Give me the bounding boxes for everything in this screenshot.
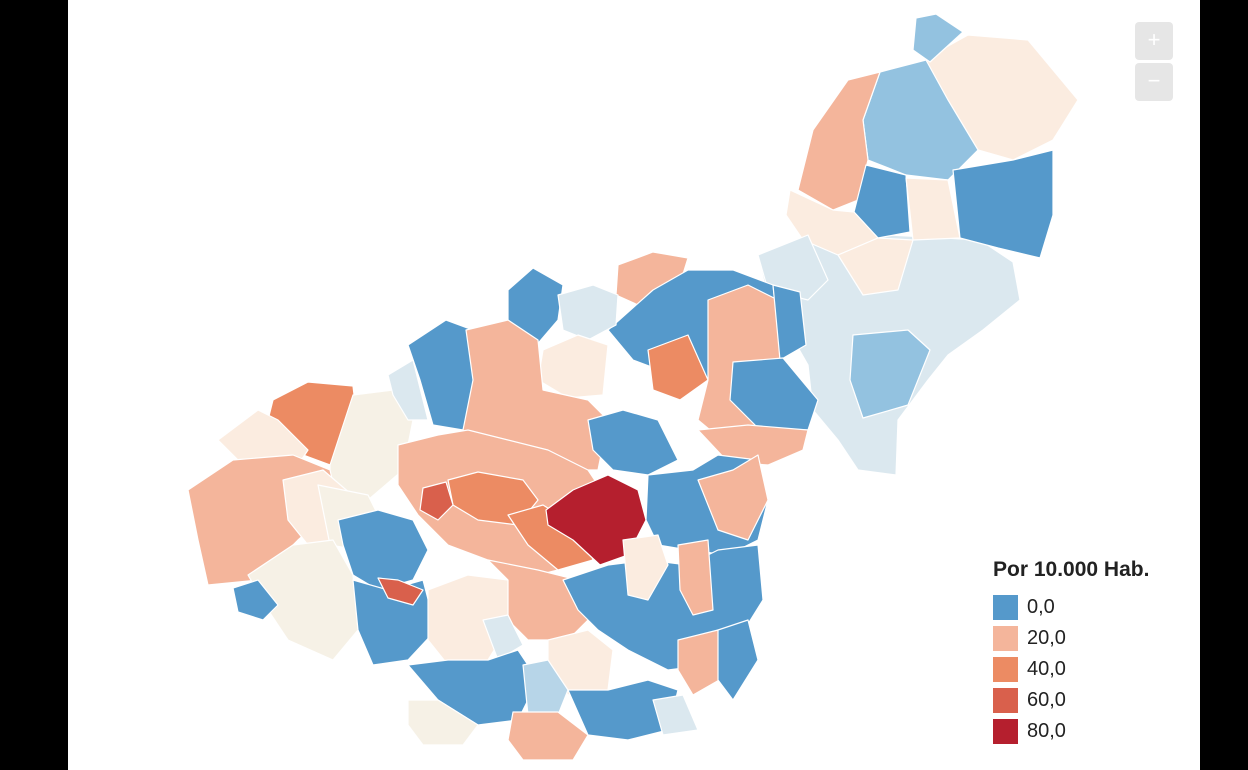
legend-swatch xyxy=(993,595,1018,620)
legend-items: 0,0 20,0 40,0 60,0 80,0 xyxy=(993,592,1149,747)
region-sw-red[interactable] xyxy=(377,577,424,606)
region-ne-blue-a[interactable] xyxy=(853,164,911,239)
legend-label: 0,0 xyxy=(1027,596,1055,618)
legend-label: 20,0 xyxy=(1027,627,1066,649)
region-nw-pale[interactable] xyxy=(557,284,619,341)
region-south-blue-d[interactable] xyxy=(717,619,759,701)
legend-swatch xyxy=(993,688,1018,713)
legend-label: 80,0 xyxy=(1027,720,1066,742)
region-sw-pale-b[interactable] xyxy=(482,614,524,661)
legend-row: 80,0 xyxy=(993,716,1149,747)
region-central-salmon-c[interactable] xyxy=(697,454,769,541)
region-south-salmon-b[interactable] xyxy=(507,711,589,761)
map-panel[interactable]: + − Por 10.000 Hab. 0,0 20,0 40,0 60,0 80,0 xyxy=(68,0,1200,770)
legend-swatch xyxy=(993,657,1018,682)
region-ne-salmon[interactable] xyxy=(797,71,881,211)
region-north-blue-b[interactable] xyxy=(772,284,807,361)
region-nw-cream[interactable] xyxy=(537,334,609,399)
legend-label: 60,0 xyxy=(1027,689,1066,711)
region-south-salmon-c[interactable] xyxy=(677,629,729,696)
region-ne-cream-b[interactable] xyxy=(905,177,961,241)
region-south-pale[interactable] xyxy=(407,699,479,746)
zoom-in-button[interactable]: + xyxy=(1135,22,1173,60)
region-sw-blue[interactable] xyxy=(337,509,429,591)
region-south-salmon[interactable] xyxy=(677,539,714,616)
legend-row: 0,0 xyxy=(993,592,1149,623)
zoom-out-button[interactable]: − xyxy=(1135,63,1173,101)
legend-label: 40,0 xyxy=(1027,658,1066,680)
region-central-orange-b[interactable] xyxy=(507,504,594,571)
legend-swatch xyxy=(993,626,1018,651)
region-north-orange[interactable] xyxy=(647,334,709,401)
legend-row: 20,0 xyxy=(993,623,1149,654)
choropleth-map[interactable] xyxy=(68,0,1200,770)
legend-swatch xyxy=(993,719,1018,744)
legend-row: 60,0 xyxy=(993,685,1149,716)
region-central-blue-a[interactable] xyxy=(587,409,679,476)
region-south-pale-b[interactable] xyxy=(652,694,699,736)
region-south-cream[interactable] xyxy=(622,534,669,601)
region-sw-blue-b[interactable] xyxy=(232,579,279,621)
region-ne-blue-b[interactable] xyxy=(952,149,1054,259)
map-legend: Por 10.000 Hab. 0,0 20,0 40,0 60,0 80,0 xyxy=(993,558,1149,747)
legend-title: Por 10.000 Hab. xyxy=(993,558,1150,581)
region-east-lightblue[interactable] xyxy=(849,329,931,419)
region-central-red[interactable] xyxy=(419,481,454,521)
region-ne-cream-d[interactable] xyxy=(837,237,914,296)
region-south-lightblue[interactable] xyxy=(522,659,569,716)
region-west-pale-b[interactable] xyxy=(387,359,429,421)
region-ne-lightblue-top[interactable] xyxy=(912,13,964,63)
legend-row: 40,0 xyxy=(993,654,1149,685)
